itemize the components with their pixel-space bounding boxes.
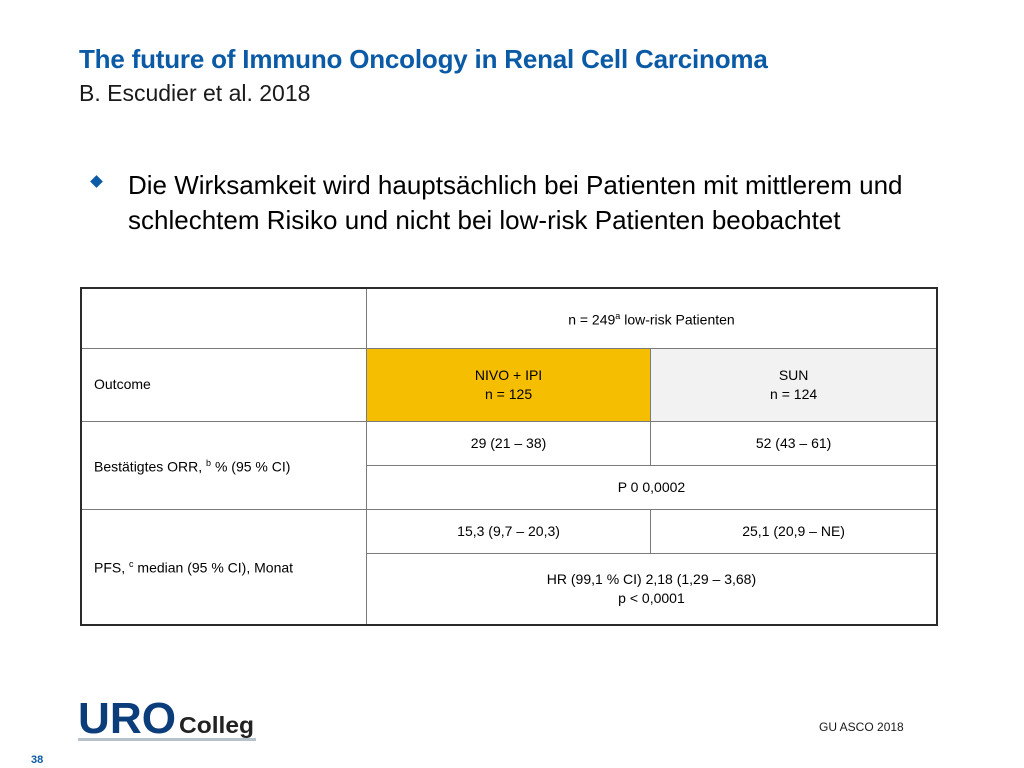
empty-cell: [80, 287, 367, 349]
urocolleg-logo-graphic: URO Colleg: [78, 694, 254, 743]
bullet-text: Die Wirksamkeit wird hauptsächlich bei P…: [128, 170, 903, 235]
arm-nivo-ipi-name: NIVO + IPI: [474, 366, 543, 383]
orr-arm1-value: 29 (21 – 38): [365, 420, 652, 466]
table-row: P 0 0,0002: [81, 464, 938, 510]
source-label: GU ASCO 2018: [819, 720, 904, 734]
population-cell: n = 249a low-risk Patienten: [365, 287, 938, 349]
logo-colleg-text: Colleg: [179, 712, 254, 738]
pfs-hr-cell: HR (99,1 % CI) 2,18 (1,29 – 3,68) p < 0,…: [365, 552, 938, 626]
outcome-label: Outcome: [80, 347, 367, 422]
arm-nivo-ipi-n: n = 125: [485, 385, 533, 402]
pfs-hr-value: HR (99,1 % CI) 2,18 (1,29 – 3,68): [546, 570, 757, 587]
pfs-label: PFS, c median (95 % CI), Monat: [80, 508, 367, 626]
outcomes-table: n = 249a low-risk Patienten Outcome NIVO…: [80, 287, 938, 626]
logo-uro-text: URO: [78, 694, 176, 743]
arm-sun-n: n = 124: [770, 385, 818, 402]
orr-p-value: P 0 0,0002: [365, 464, 938, 510]
pfs-arm2-value: 25,1 (20,9 – NE): [650, 508, 938, 554]
slide-title: The future of Immuno Oncology in Renal C…: [79, 44, 768, 74]
table-row: Bestätigtes ORR, b % (95 % CI) 29 (21 – …: [80, 420, 938, 510]
arm-sun-name: SUN: [778, 366, 809, 383]
logo-underline: [78, 738, 256, 741]
urocolleg-logo: URO Colleg: [78, 693, 256, 743]
slide-subtitle: B. Escudier et al. 2018: [79, 80, 311, 106]
table-row: Outcome NIVO + IPI n = 125 SUN n = 124: [80, 347, 938, 422]
pfs-arm1-value: 15,3 (9,7 – 20,3): [365, 508, 652, 554]
page-number: 38: [31, 754, 44, 766]
table-row: HR (99,1 % CI) 2,18 (1,29 – 3,68) p < 0,…: [81, 552, 938, 626]
pfs-p-value: p < 0,0001: [618, 589, 685, 606]
arm-nivo-ipi-header: NIVO + IPI n = 125: [365, 347, 652, 422]
table-header-row: n = 249a low-risk Patienten: [80, 287, 938, 349]
orr-label: Bestätigtes ORR, b % (95 % CI): [80, 420, 367, 510]
table-row: PFS, c median (95 % CI), Monat 15,3 (9,7…: [80, 508, 938, 626]
orr-arm2-value: 52 (43 – 61): [650, 420, 938, 466]
diamond-bullet-icon: [90, 175, 103, 188]
arm-sun-header: SUN n = 124: [650, 347, 938, 422]
